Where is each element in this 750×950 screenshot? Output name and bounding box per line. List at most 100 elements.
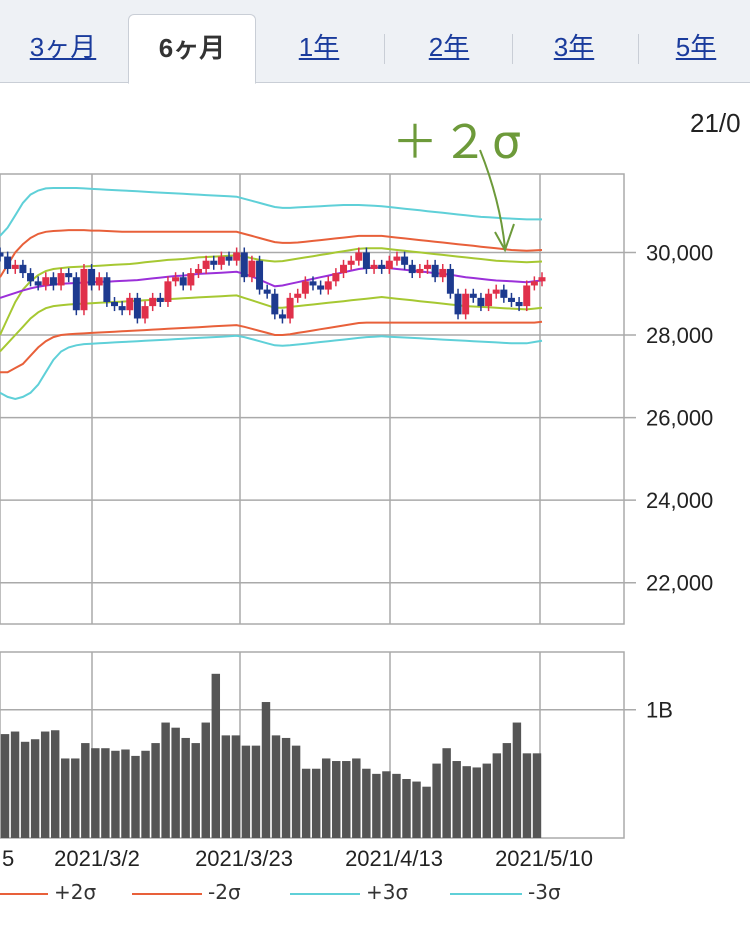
date-tick-label: 2021/4/13 [345,846,443,870]
candle-body [65,273,73,278]
candle-body [263,289,271,294]
minus-3-sigma-line [0,334,543,401]
minus-1-sigma-line [0,294,543,353]
candle-body [340,264,348,274]
volume-bar [271,735,281,838]
candle-body [507,297,515,302]
volume-bar [161,722,170,838]
volume-bar [251,745,261,838]
candle-body [286,297,294,319]
candle-body [225,256,233,261]
candle-body [19,264,27,274]
tab-3-months[interactable]: 3ヶ月 [29,32,97,62]
price-tick-label: 24,000 [646,488,713,513]
volume-bar [342,761,351,838]
period-tab-bar: 3ヶ月 6ヶ月 1年 2年 3年 5年 [0,0,750,84]
candle-body [57,273,65,286]
candle-body [393,256,401,261]
volume-bar [442,748,451,838]
price-plot-frame [0,173,625,625]
candle-body [72,277,80,311]
candle-body [317,285,325,290]
candle-body [423,264,431,269]
tab-2-years[interactable]: 2年 [428,32,470,62]
legend-label: +3σ [366,880,409,904]
volume-bar [422,786,431,838]
volume-bar [131,755,140,838]
volume-bar [221,735,231,838]
candle-body [156,297,164,302]
candle-body [118,306,126,311]
price-axis: 30,000 28,000 26,000 24,000 22,000 [646,240,713,595]
plus-2-sigma-line [0,229,543,278]
volume-bar [151,743,160,838]
candle-body [446,268,454,294]
candle-body [515,301,523,307]
candle-body [172,277,180,282]
volume-bar [10,731,20,838]
bollinger-bands [0,187,543,401]
candle-body [530,281,538,286]
candle-body [248,260,256,278]
volume-bar [111,750,120,838]
legend-line [450,892,522,895]
annotation-arrow [479,149,515,253]
candle-body [385,260,393,269]
candle-body [301,281,309,294]
tab-separator [384,34,385,64]
volume-bar [0,734,10,838]
candle-body [164,281,172,302]
volume-bar [191,743,200,838]
tab-6-months[interactable]: 6ヶ月 [128,14,256,84]
candle-body [233,252,241,261]
volume-bar [301,768,311,838]
volume-bar [472,767,481,838]
legend-line [132,892,202,895]
volume-bar [291,745,301,838]
volume-bar [91,748,100,838]
candle-body [11,264,19,269]
tab-separator [512,34,513,64]
volume-bar [171,727,180,838]
price-tick-label: 30,000 [646,240,713,265]
volume-bar [61,758,70,838]
volume-axis: 1B [646,698,673,723]
candle-body [126,297,134,311]
candle-body [95,277,103,286]
volume-bar [492,753,502,838]
legend-label: +2σ [54,880,97,904]
volume-bar [121,749,130,838]
date-tick-label: 5 [2,846,14,870]
candle-body [294,293,302,298]
candle-body [370,264,378,269]
tab-3-years[interactable]: 3年 [553,32,595,62]
candle-body [332,273,340,282]
price-tick-label: 22,000 [646,571,713,596]
candle-body [88,268,96,286]
plus-2-sigma-annotation: ＋２σ [392,115,526,169]
candle-body [42,277,50,286]
candle-body [179,277,187,286]
legend-item-minus-3-sigma: -3σ [450,872,561,912]
candle-body [431,264,439,278]
candle-body [103,277,111,302]
date-label: 21/0 [690,108,741,138]
candle-body [49,277,57,286]
volume-bar [321,758,331,838]
volume-bar [211,673,221,838]
candle-body [492,289,500,294]
volume-bar [412,781,421,838]
volume-bar [372,773,381,838]
candle-body [278,314,286,319]
tab-1-year[interactable]: 1年 [298,32,340,62]
candle-body [477,297,485,307]
tab-5-years[interactable]: 5年 [675,32,717,62]
candle-body [0,252,4,257]
price-grid [0,173,636,625]
legend: +2σ -2σ +3σ -3σ [0,872,750,912]
candle-body [469,293,477,298]
candle-body [34,281,42,286]
legend-item-plus-2-sigma: +2σ [0,872,96,912]
candle-body [27,273,35,282]
candle-body [454,293,462,315]
